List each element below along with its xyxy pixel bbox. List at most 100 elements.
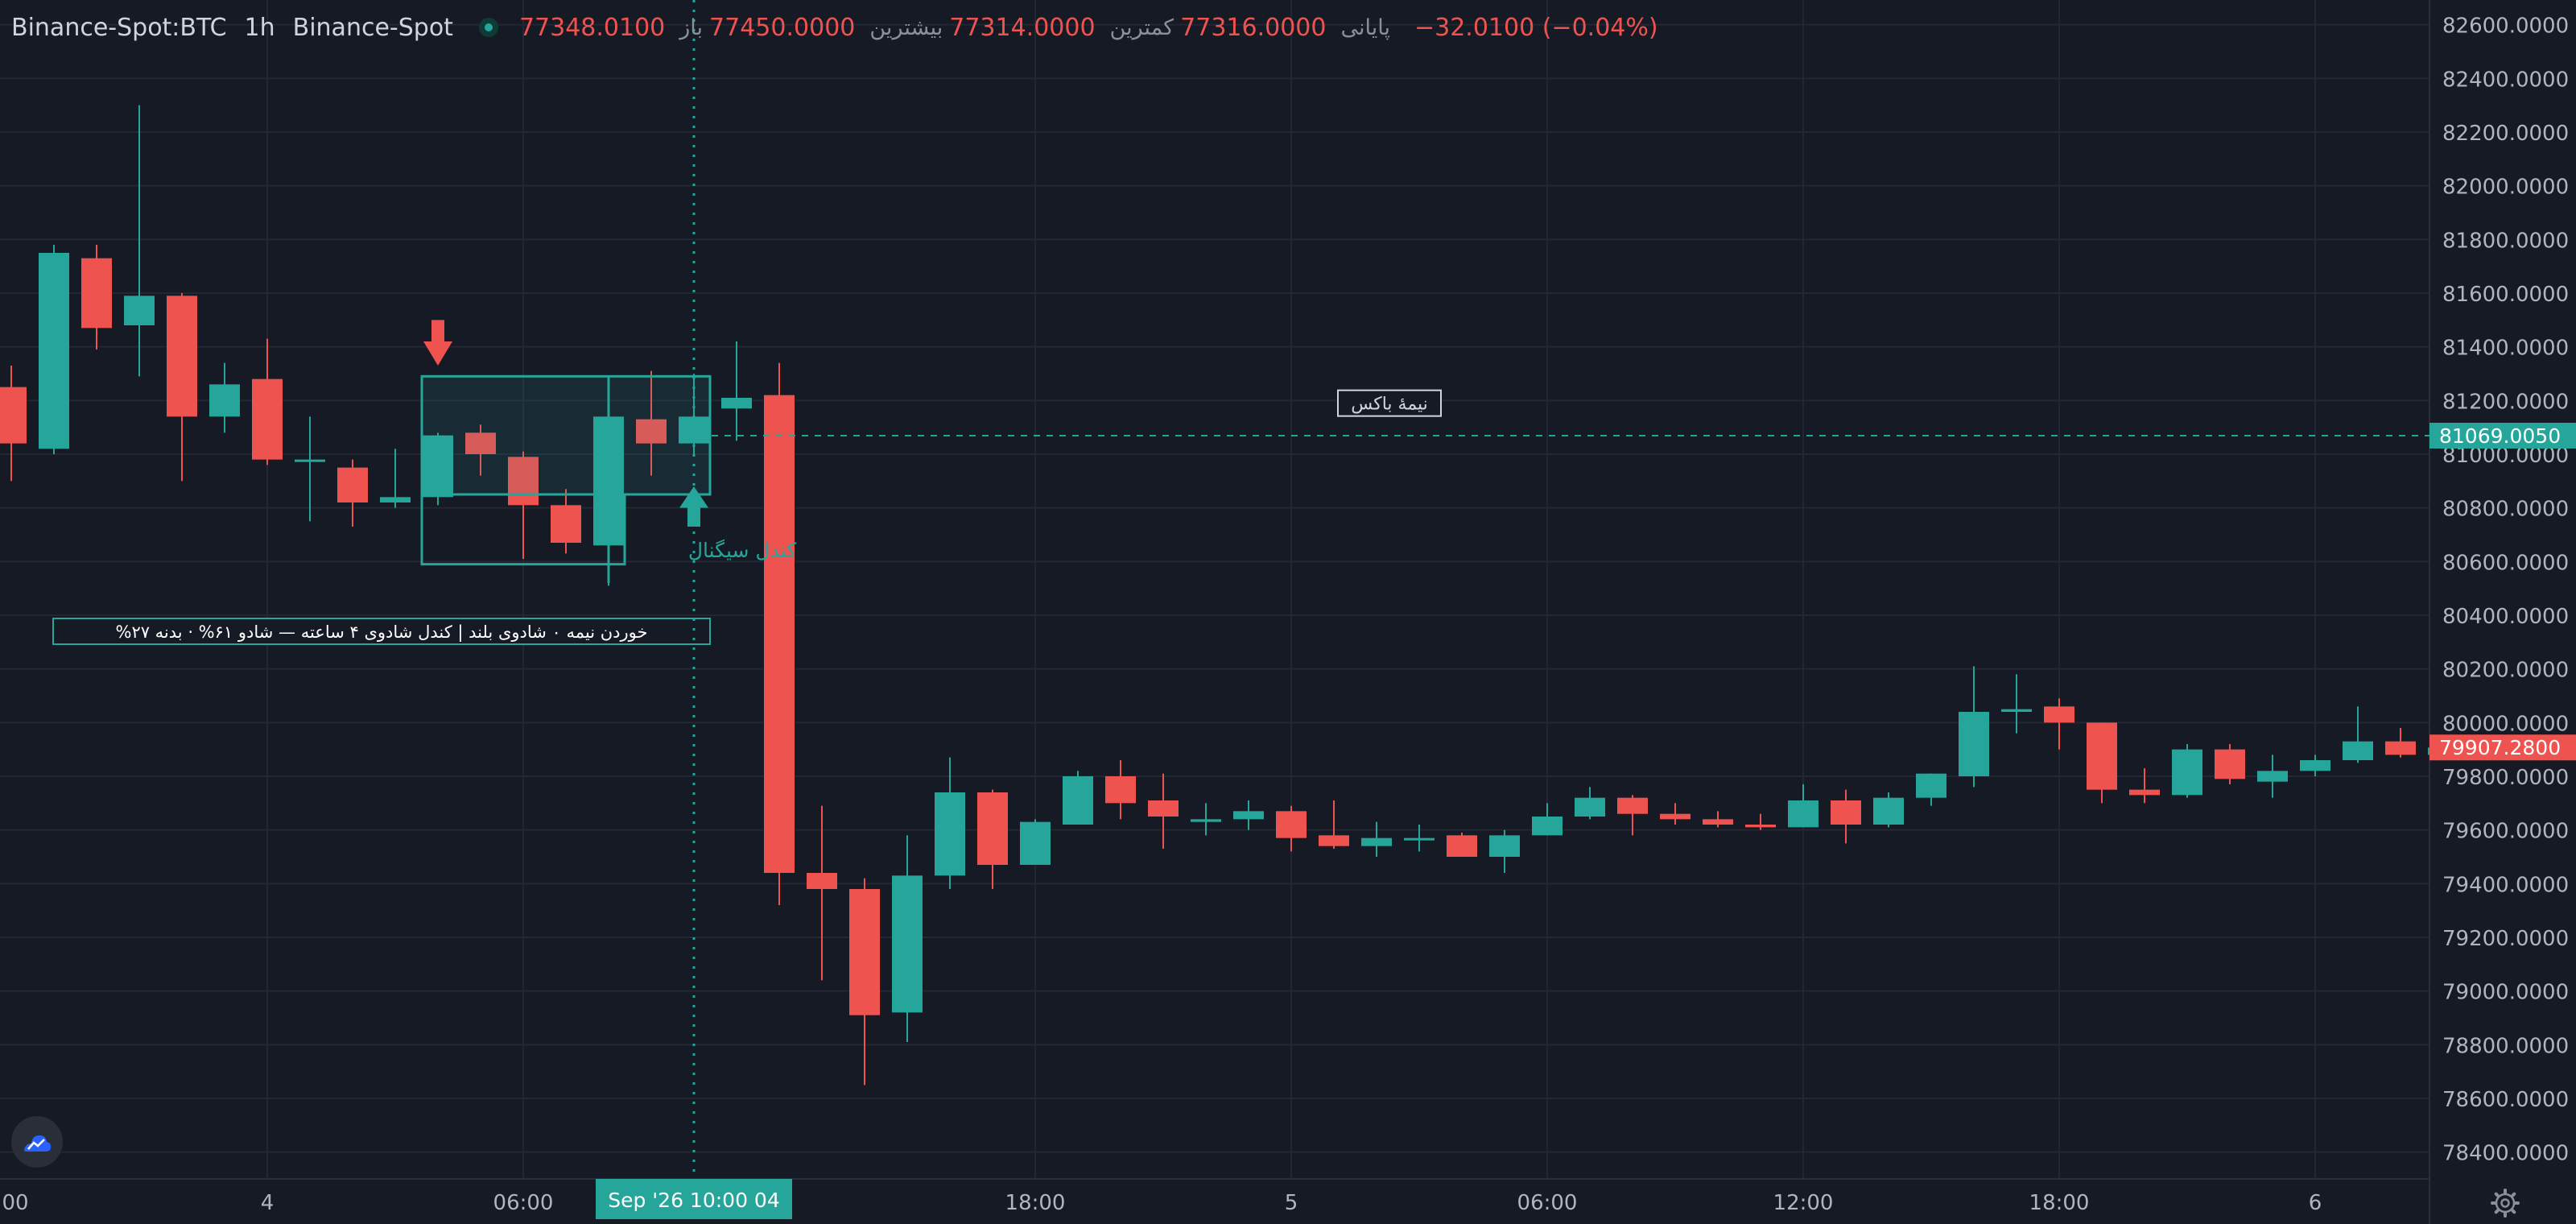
candle[interactable]	[1745, 813, 1776, 830]
candle[interactable]	[2129, 768, 2160, 804]
candle[interactable]	[337, 459, 368, 527]
candle[interactable]	[1148, 773, 1179, 849]
candle[interactable]	[892, 835, 923, 1042]
candle[interactable]	[2215, 744, 2245, 784]
candle[interactable]	[551, 489, 581, 554]
candle[interactable]	[2257, 755, 2288, 798]
candle[interactable]	[2300, 755, 2330, 776]
sell-arrow-icon	[423, 320, 452, 366]
box-label: نیمهٔ باکس	[1351, 395, 1428, 415]
candle[interactable]	[1020, 819, 1051, 865]
candle[interactable]	[1447, 833, 1477, 857]
candle[interactable]	[423, 432, 453, 506]
candle[interactable]	[1489, 829, 1520, 873]
candle[interactable]	[1788, 784, 1818, 828]
price-tick-label: 81200.0000	[2442, 390, 2569, 414]
candle[interactable]	[39, 245, 69, 454]
candle[interactable]	[1105, 760, 1136, 820]
candle[interactable]	[81, 245, 112, 349]
candle[interactable]	[721, 341, 752, 441]
candle-body	[1447, 835, 1477, 857]
candle-body	[1660, 813, 1690, 820]
candle[interactable]	[1916, 773, 1946, 806]
last-price-label: 79907.2800	[2439, 736, 2561, 759]
candles[interactable]	[0, 105, 2458, 1085]
time-tick-label: 18:00	[2029, 1191, 2090, 1215]
candle[interactable]	[849, 878, 880, 1085]
candle[interactable]	[977, 789, 1008, 889]
candle-body	[1788, 800, 1818, 828]
candle[interactable]	[1532, 803, 1563, 836]
price-tick-label: 79600.0000	[2442, 820, 2569, 844]
price-tick-label: 82600.0000	[2442, 14, 2569, 39]
candle-body	[1916, 773, 1946, 798]
candle[interactable]	[935, 757, 965, 889]
market-status-icon[interactable]	[478, 18, 498, 37]
candle[interactable]	[1404, 825, 1435, 852]
price-tick-label: 78800.0000	[2442, 1034, 2569, 1058]
candle[interactable]	[295, 416, 325, 522]
price-tick-label: 81800.0000	[2442, 229, 2569, 253]
candle-body	[721, 398, 752, 409]
low-label: کمترین	[1109, 14, 1174, 40]
candle[interactable]	[124, 105, 155, 377]
candle-body	[1489, 835, 1520, 857]
candle[interactable]	[1959, 666, 1989, 788]
open-label: باز	[679, 14, 704, 40]
symbol-label[interactable]: Binance-Spot:BTC	[11, 13, 227, 42]
candle[interactable]	[2087, 722, 2117, 804]
box-label-frame	[1337, 389, 1442, 417]
price-tick-label: 82400.0000	[2442, 68, 2569, 92]
candle[interactable]	[167, 293, 197, 482]
candle[interactable]	[1703, 811, 1733, 828]
candle-body	[124, 296, 155, 325]
candle-body	[2001, 709, 2032, 712]
candle-body	[2257, 771, 2288, 782]
candle[interactable]	[2385, 728, 2416, 758]
price-axis[interactable]: 82600.0000 82400.0000 82200.0000 82000.0000…	[2429, 14, 2576, 1166]
candle[interactable]	[2044, 698, 2074, 750]
candle[interactable]	[636, 370, 667, 476]
candle[interactable]	[252, 338, 283, 465]
candle[interactable]	[807, 805, 837, 981]
candle[interactable]	[2343, 706, 2373, 763]
candle[interactable]	[764, 362, 795, 905]
tradingview-logo-icon[interactable]	[11, 1116, 63, 1168]
time-tick-label: 06:00	[1517, 1191, 1578, 1215]
candle[interactable]	[0, 366, 27, 482]
candle[interactable]	[508, 451, 539, 559]
candle-body	[1361, 837, 1392, 846]
candle[interactable]	[1873, 792, 1904, 828]
candle-body	[679, 416, 709, 444]
candle-body	[892, 875, 923, 1013]
candle[interactable]	[380, 449, 411, 508]
candle[interactable]	[1575, 787, 1605, 820]
price-tick-label: 79000.0000	[2442, 981, 2569, 1005]
candle-body	[380, 497, 411, 502]
candle[interactable]	[1191, 803, 1221, 836]
candle-body	[2044, 706, 2074, 723]
half-box-price-label: 81069.0050	[2439, 424, 2561, 448]
candle[interactable]	[1660, 803, 1690, 825]
settings-gear-icon[interactable]	[2489, 1187, 2521, 1219]
chart-overlays: نیمهٔ باکس %خوردن نیمه ۰ شادوی بلند | کند…	[52, 0, 2429, 1179]
candle[interactable]	[2001, 674, 2032, 734]
candle[interactable]	[1617, 795, 1648, 836]
candle[interactable]	[1063, 771, 1093, 825]
candle-body	[807, 873, 837, 889]
candle[interactable]	[2172, 744, 2202, 798]
candle[interactable]	[1276, 805, 1307, 852]
candle[interactable]	[1831, 789, 1861, 844]
candle[interactable]	[1233, 800, 1264, 830]
candle[interactable]	[209, 362, 240, 433]
candle[interactable]	[465, 424, 496, 476]
candle[interactable]	[1319, 800, 1349, 849]
candle[interactable]	[1361, 821, 1392, 857]
signal-box-lower	[420, 493, 626, 566]
half-box-price-tag	[2429, 422, 2576, 449]
close-value: 77316.0000	[1180, 13, 1327, 42]
time-axis[interactable]: 18:00 4 06:00 18:00 5 06:00 12:00 18:00 6 Sep '26…	[0, 1179, 2322, 1219]
interval-label[interactable]: 1h	[244, 13, 275, 42]
